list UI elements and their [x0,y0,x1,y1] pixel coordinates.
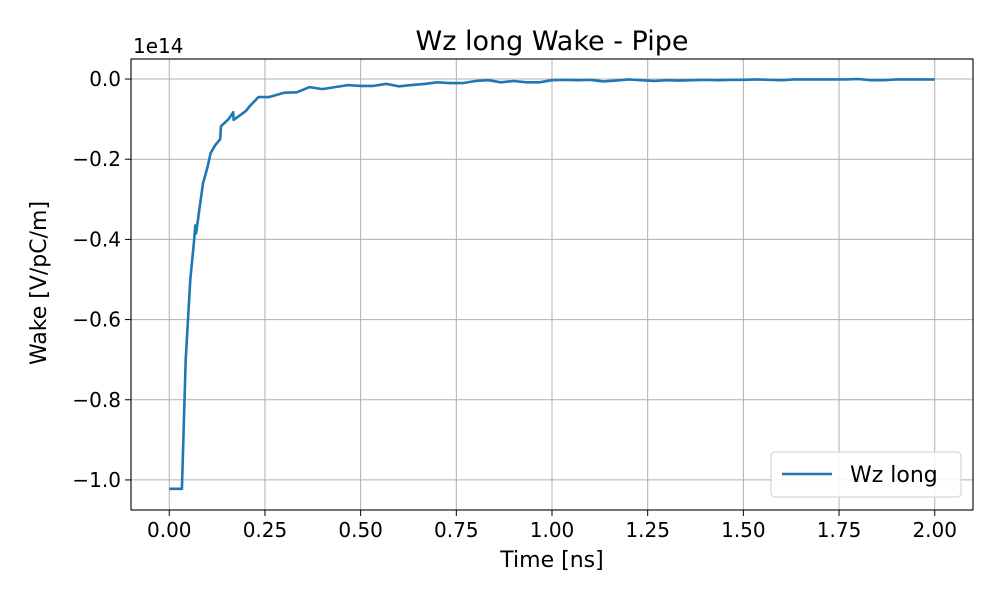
y-tick-label: −0.4 [72,227,121,251]
series-line-wz-long [169,77,935,491]
x-tick-label: 1.00 [530,518,575,542]
y-axis: −1.0 −0.8 −0.6 −0.4 −0.2 0.0 [72,67,131,492]
axis-scale-label: 1e14 [133,34,183,58]
y-tick-label: −0.6 [72,308,121,332]
x-tick-label: 0.50 [338,518,383,542]
y-tick-label: −0.2 [72,147,121,171]
y-axis-label: Wake [V/pC/m] [27,201,52,365]
x-axis: 0.00 0.25 0.50 0.75 1.00 1.25 1.50 1.75 2.00 [147,510,957,542]
x-tick-label: 1.75 [817,518,862,542]
legend: Wz long [770,451,962,498]
y-tick-label: −1.0 [72,468,121,492]
x-tick-label: 1.50 [721,518,766,542]
legend-label: Wz long [850,463,938,488]
x-tick-label: 0.25 [243,518,288,542]
x-tick-label: 1.25 [625,518,670,542]
x-axis-label: Time [ns] [499,548,603,573]
y-tick-label: −0.8 [72,388,121,412]
chart-title: Wz long Wake - Pipe [416,26,689,57]
y-tick-label: 0.0 [89,67,121,91]
x-tick-label: 2.00 [912,518,957,542]
x-tick-label: 0.00 [147,518,192,542]
legend-box [770,451,962,498]
x-tick-label: 0.75 [434,518,479,542]
